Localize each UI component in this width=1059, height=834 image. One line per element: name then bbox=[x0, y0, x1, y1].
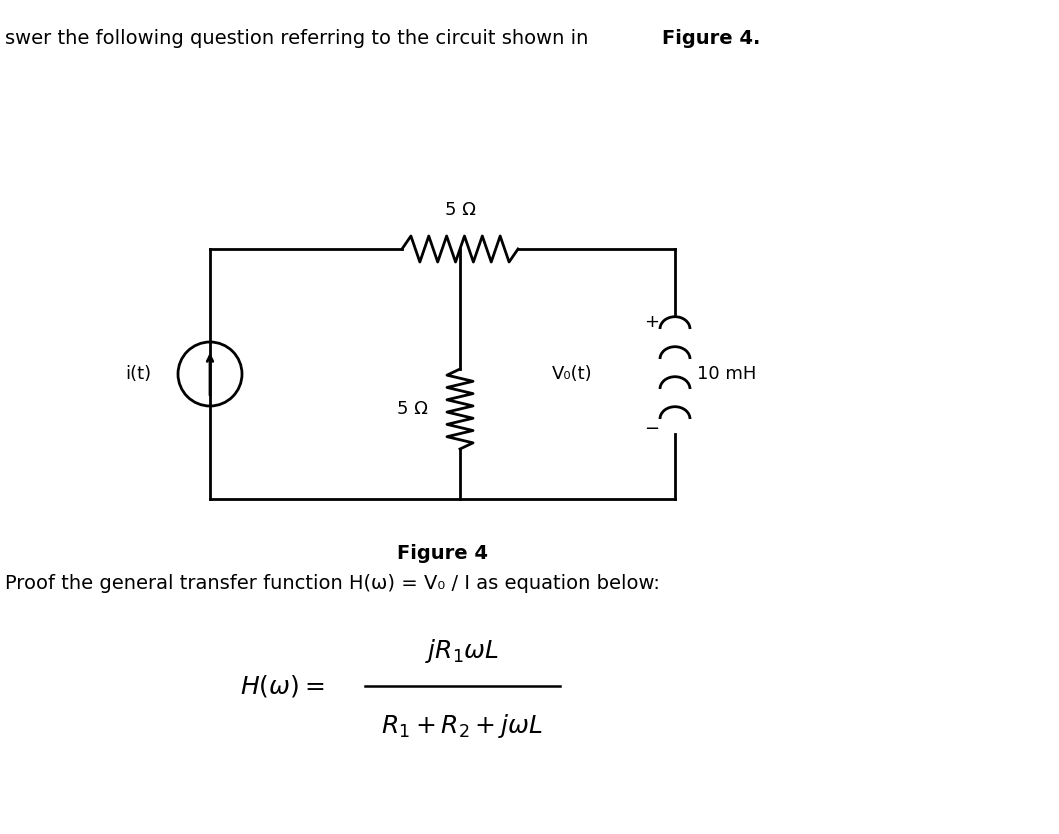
Text: Figure 4.: Figure 4. bbox=[662, 29, 760, 48]
Text: $R_1 + R_2 + j\omega L$: $R_1 + R_2 + j\omega L$ bbox=[381, 712, 543, 740]
Text: 5 Ω: 5 Ω bbox=[397, 400, 428, 418]
Text: +: + bbox=[645, 313, 660, 331]
Text: $H(\omega) =$: $H(\omega) =$ bbox=[240, 673, 324, 699]
Text: 5 Ω: 5 Ω bbox=[445, 201, 475, 219]
Text: Figure 4: Figure 4 bbox=[397, 544, 488, 563]
Text: Proof the general transfer function H(ω) = V₀ / I as equation below:: Proof the general transfer function H(ω)… bbox=[5, 574, 660, 593]
Text: swer the following question referring to the circuit shown in: swer the following question referring to… bbox=[5, 29, 594, 48]
Text: i(t): i(t) bbox=[125, 365, 151, 383]
Text: $jR_1\omega L$: $jR_1\omega L$ bbox=[426, 637, 500, 665]
Text: 10 mH: 10 mH bbox=[697, 365, 756, 383]
Text: V₀(t): V₀(t) bbox=[552, 365, 592, 383]
Text: −: − bbox=[645, 420, 660, 438]
